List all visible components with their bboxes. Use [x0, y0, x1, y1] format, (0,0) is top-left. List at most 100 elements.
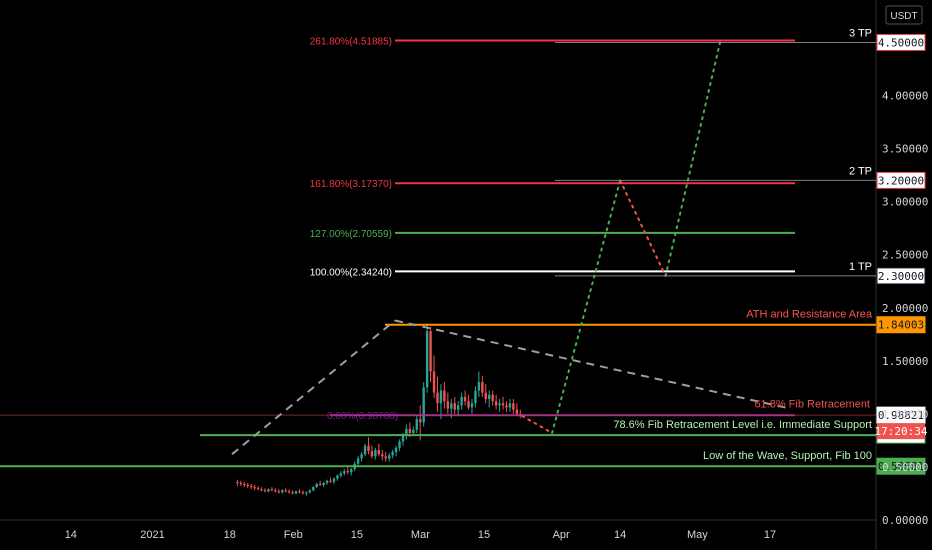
candle-body	[243, 483, 246, 485]
candle-body	[381, 454, 384, 457]
fib-level-label: 0.00%(0.98708)	[327, 411, 398, 422]
candle-body	[322, 482, 325, 485]
y-tick-label: 2.50000	[882, 249, 928, 262]
projection-segment	[551, 179, 622, 434]
candle-body	[463, 396, 467, 402]
candle-body	[312, 487, 315, 491]
y-tick-label: 1.00000	[882, 408, 928, 421]
candle-body	[249, 486, 253, 488]
candle-body	[256, 488, 260, 490]
target-label: 2 TP	[849, 165, 872, 177]
target-label: 3 TP	[849, 27, 872, 39]
candle-body	[494, 401, 498, 406]
fib-618-annotation: 61.8% Fib Retracement	[754, 398, 870, 410]
y-tick-label: 0.50000	[882, 461, 928, 474]
y-tick-label: 1.50000	[882, 355, 928, 368]
candle-body	[508, 403, 512, 408]
candle-body	[236, 481, 239, 483]
x-tick-label: 15	[478, 529, 490, 541]
x-tick-label: 17	[764, 529, 776, 541]
x-tick-label: 18	[224, 529, 236, 541]
candle-body	[484, 392, 487, 400]
target-label: 1 TP	[849, 261, 872, 273]
candle-body	[339, 473, 343, 476]
candle-body	[425, 331, 429, 388]
candle-body	[401, 435, 405, 442]
candle-body	[287, 491, 291, 493]
x-tick-label: May	[687, 529, 708, 541]
projection-segment	[664, 41, 722, 277]
x-tick-label: Mar	[411, 529, 430, 541]
candle-body	[370, 451, 374, 457]
x-tick-label: Feb	[284, 529, 303, 541]
candle-body	[498, 403, 501, 406]
candle-body	[450, 403, 453, 409]
candle-body	[270, 489, 274, 491]
candle-body	[419, 419, 422, 423]
labels-layer: 261.80%(4.51885) 161.80%(3.17370) 127.00%(…	[310, 27, 928, 475]
y-tick-label: 3.00000	[882, 196, 928, 209]
candle-body	[443, 390, 446, 402]
x-tick-label: 14	[65, 529, 77, 541]
candle-body	[488, 394, 491, 400]
candle-body	[239, 482, 243, 484]
candle-body	[429, 331, 432, 372]
axis-layer: 0.00000 0.50000 1.00000 1.50000 2.00000 2.500…	[65, 90, 929, 541]
x-tick-label: 14	[614, 529, 626, 541]
candle-body	[436, 392, 439, 404]
candle-body	[384, 456, 387, 459]
candle-body	[301, 492, 305, 494]
support-resistance-label: Low of the Wave, Support, Fib 100	[703, 450, 872, 462]
price-badge	[876, 33, 926, 51]
candle-body	[356, 458, 360, 464]
currency-box[interactable]: USDT	[885, 5, 923, 25]
candle-body	[325, 480, 329, 483]
price-badge-text: 4.50000	[878, 36, 924, 49]
candle-body	[277, 491, 280, 493]
candles-layer	[236, 324, 522, 496]
candle-body	[305, 492, 308, 494]
y-tick-label: 3.50000	[882, 143, 928, 156]
candle-body	[332, 478, 336, 482]
candle-body	[415, 419, 418, 430]
candle-body	[274, 490, 277, 492]
candle-body	[377, 449, 381, 455]
candle-body	[387, 455, 391, 459]
candle-body	[512, 403, 515, 410]
candle-body	[253, 487, 256, 489]
candle-body	[263, 490, 267, 492]
price-badge-text: 0.98821	[878, 409, 924, 422]
price-badge-text: 0.50681	[878, 460, 924, 473]
candle-body	[298, 491, 301, 493]
y-tick-label: 2.00000	[882, 302, 928, 315]
candle-body	[481, 382, 484, 393]
candle-body	[467, 401, 470, 408]
fib-level-label: 100.00%(2.34240)	[310, 267, 392, 278]
candle-body	[329, 480, 332, 482]
candle-body	[294, 491, 298, 494]
support-resistance-label: ATH and Resistance Area	[746, 309, 873, 321]
candle-body	[408, 428, 412, 433]
lines-layer	[0, 39, 876, 468]
candle-body	[350, 469, 353, 473]
candle-body	[367, 445, 370, 452]
candle-body	[267, 489, 270, 492]
candle-body	[391, 452, 394, 456]
candle-body	[363, 445, 367, 455]
candle-body	[246, 484, 249, 487]
candle-body	[260, 489, 263, 491]
candle-body	[474, 390, 477, 404]
countdown-badge	[877, 423, 925, 440]
price-badge-text: 2.30000	[878, 270, 924, 283]
x-tick-label: 15	[351, 529, 363, 541]
candle-body	[477, 382, 481, 391]
candle-body	[281, 490, 284, 493]
x-tick-label: Apr	[553, 529, 570, 541]
candle-body	[432, 371, 436, 393]
candle-body	[291, 492, 294, 494]
candle-body	[491, 394, 494, 402]
y-tick-label: 0.00000	[882, 514, 928, 527]
candle-body	[394, 447, 398, 453]
candle-body	[336, 475, 339, 479]
candle-body	[374, 449, 377, 457]
